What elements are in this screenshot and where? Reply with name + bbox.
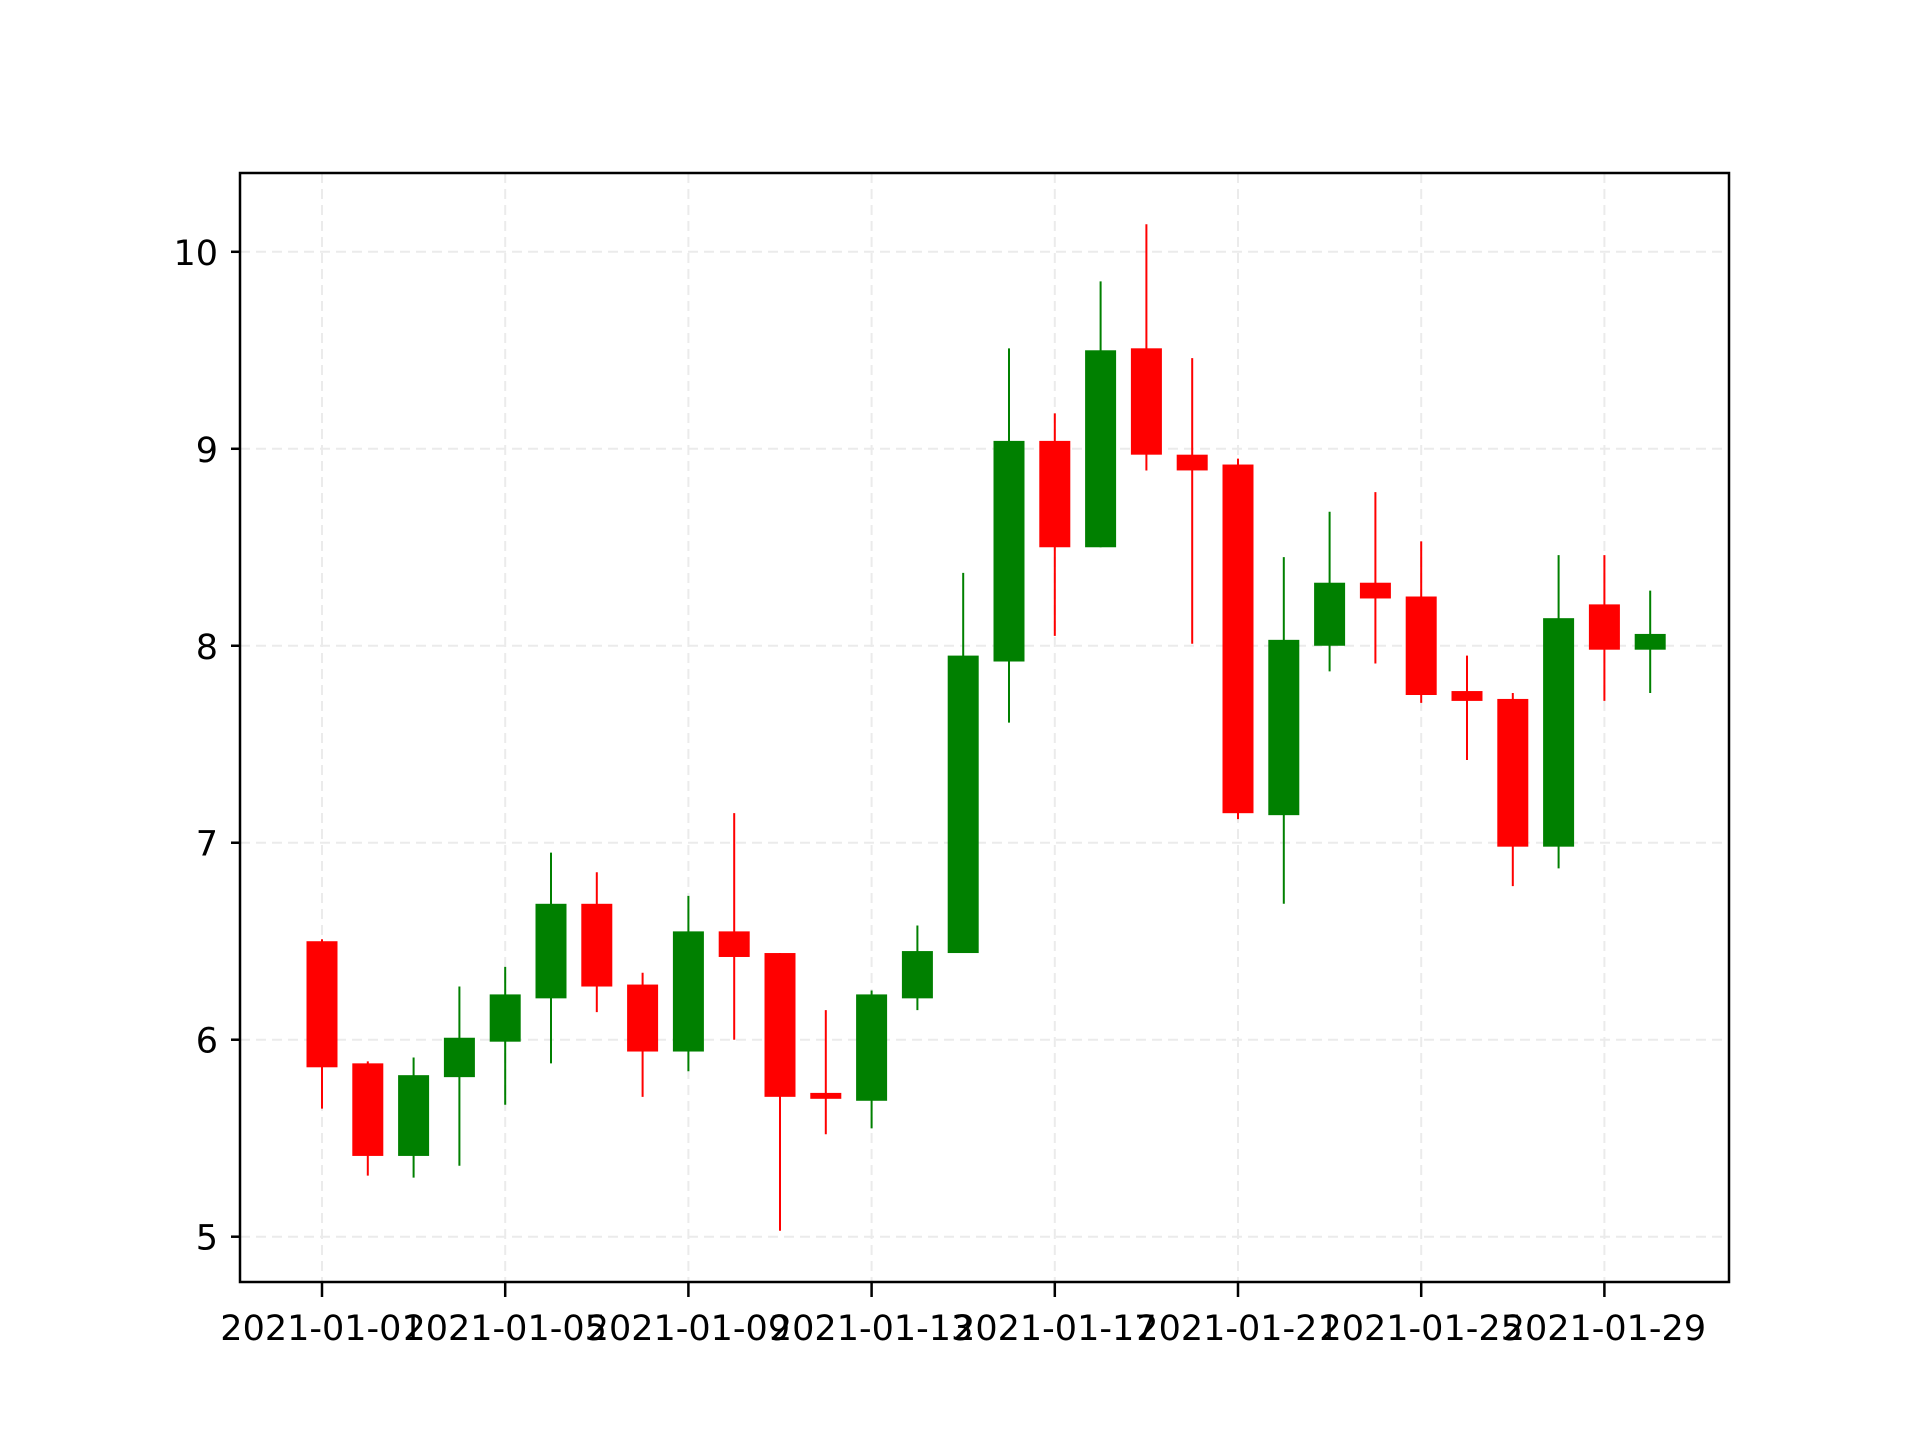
x-tick-label: 2021-01-01 [220,1309,423,1349]
axes-frame [238,171,1731,1284]
y-axis: 5 6 7 8 9 10 [173,234,240,1259]
candle-body-down [627,984,659,1052]
candle [1451,655,1483,761]
y-tick-label: 6 [196,1022,218,1062]
candle-body-up [443,1037,475,1078]
candle-body-down [1588,604,1620,650]
candle [1497,693,1529,887]
candle [856,990,888,1129]
candle [1588,555,1620,701]
candle [489,966,521,1105]
candle-body-up [489,994,521,1042]
candle [810,1010,842,1135]
grid-lines [240,173,1729,1282]
candle [1314,511,1346,672]
candle-body-down [352,1063,384,1156]
candle [1405,541,1437,703]
x-axis: 2021-01-012021-01-052021-01-092021-01-13… [220,1282,1706,1349]
candle-body-up [901,951,933,999]
candle-body-down [1039,440,1071,548]
candles [306,224,1666,1231]
candle [352,1061,384,1176]
candle-body-up [535,903,567,999]
candle-body-up [1543,618,1575,847]
y-tick-label: 9 [196,431,218,471]
x-tick-label: 2021-01-05 [403,1309,606,1349]
candle [1359,492,1391,664]
candle-body-down [718,931,750,957]
candle [947,572,979,954]
x-tick-label: 2021-01-25 [1319,1309,1522,1349]
candle-body-down [1222,464,1254,814]
candle [627,972,659,1097]
candle [993,348,1025,723]
y-tick-label: 7 [196,825,218,865]
candle [1176,358,1208,644]
axes-background [240,173,1729,1282]
candle [306,939,338,1109]
candle-body-up [1634,633,1666,650]
candle [901,925,933,1011]
x-tick-label: 2021-01-29 [1503,1309,1706,1349]
candle-body-down [1130,348,1162,455]
candle-body-down [1359,582,1391,599]
candle [764,953,796,1231]
candle-body-down [306,941,338,1068]
candle-body-up [1268,639,1300,816]
candle-body-down [810,1092,842,1099]
candle [1222,458,1254,820]
x-tick-label: 2021-01-09 [587,1309,790,1349]
candle [1130,224,1162,471]
candle-body-down [1451,691,1483,701]
candle-body-down [1497,698,1529,847]
candle-body-up [1085,350,1117,548]
x-tick-label: 2021-01-17 [953,1309,1156,1349]
candle [718,813,750,1040]
candle-body-down [764,953,796,1097]
candle [1039,413,1071,636]
candle-body-up [672,931,704,1052]
candle-body-down [581,903,613,987]
candle [535,852,567,1064]
candle [1268,557,1300,904]
candle-body-up [1314,582,1346,646]
candle [672,895,704,1072]
x-tick-label: 2021-01-13 [770,1309,973,1349]
candle-body-up [947,655,979,954]
x-tick-label: 2021-01-21 [1136,1309,1339,1349]
candle [398,1057,430,1178]
y-tick-label: 8 [196,628,218,668]
y-tick-label: 10 [173,234,218,274]
candle-body-up [856,994,888,1101]
candle-body-down [1176,454,1208,471]
candle [1634,590,1666,694]
candle [443,986,475,1166]
candle [1085,281,1117,548]
candle [1543,555,1575,869]
candle [581,872,613,1013]
candle-body-down [1405,596,1437,695]
y-tick-label: 5 [196,1219,218,1259]
candle-body-up [993,440,1025,662]
candle-body-up [398,1075,430,1156]
